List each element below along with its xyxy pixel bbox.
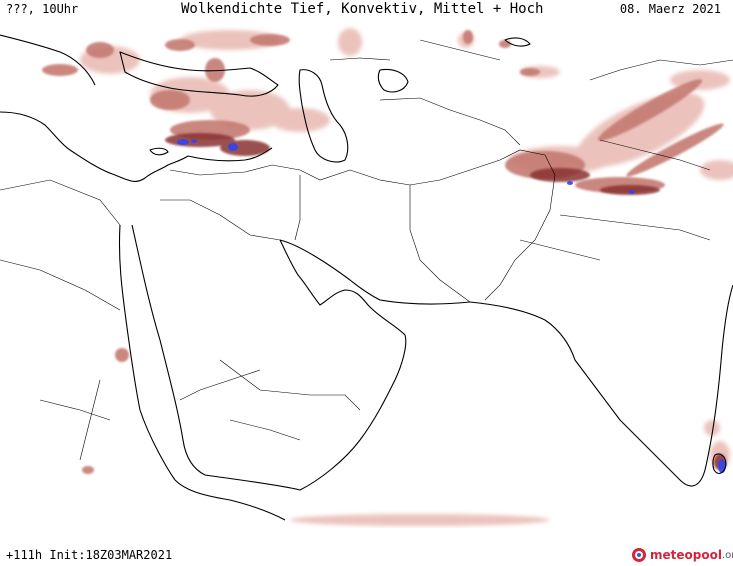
country-border-layer [0, 39, 733, 461]
levant-coast [187, 147, 273, 162]
caspian-sea-coast [298, 69, 349, 163]
persian-gulf-north-coast [279, 239, 471, 305]
black-sea-coast [119, 51, 279, 97]
india-west-coast [469, 284, 733, 487]
cloud-cover-layer [42, 28, 733, 526]
horn-of-africa-coast [174, 479, 286, 521]
brand-link[interactable]: meteopool.org [631, 547, 733, 563]
mediterranean-coast [0, 111, 189, 182]
forecast-time-label: ???, 10Uhr [6, 2, 79, 16]
red-sea-east-coast [131, 224, 206, 476]
weather-map [0, 28, 733, 526]
coastline-layer [0, 34, 733, 521]
meteopool-logo-icon [632, 548, 646, 562]
brand-name: meteopool [650, 548, 722, 562]
cloud-mid-areas [42, 30, 724, 474]
lake-balkhash [504, 37, 531, 47]
sri-lanka-island [712, 453, 727, 474]
brand-tld: .org [721, 549, 733, 561]
forecast-date: 08. Maerz 2021 [619, 2, 721, 16]
init-time-label: +111h Init:18Z03MAR2021 [6, 548, 173, 562]
cyprus-island [149, 147, 169, 156]
map-title: Wolkendichte Tief, Konvektiv, Mittel + H… [181, 1, 544, 17]
balkan-coast [0, 34, 96, 86]
red-sea-west-coast [118, 224, 176, 481]
convective-areas [177, 139, 726, 473]
aral-sea-coast [377, 68, 409, 93]
arabian-peninsula-coast [204, 239, 407, 491]
cloud-dark-areas [165, 133, 726, 470]
